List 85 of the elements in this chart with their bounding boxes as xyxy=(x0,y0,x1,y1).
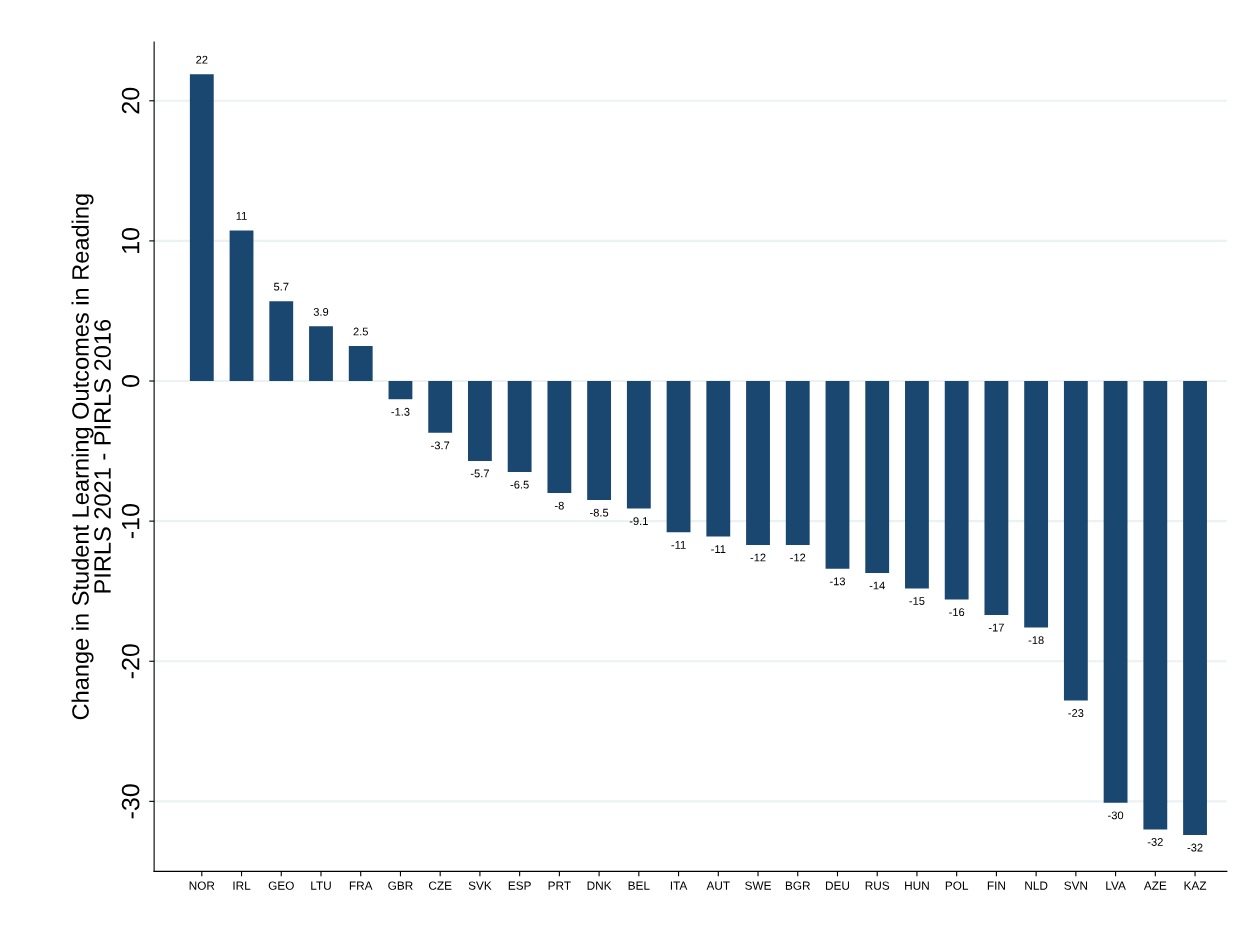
y-axis-title: Change in Student Learning Outcomes in Reading PIRLS 2021 - PIRLS 2016 xyxy=(71,194,111,720)
data-label: -18 xyxy=(1028,636,1044,645)
y-tick-label: -20 xyxy=(121,644,140,679)
bar xyxy=(626,381,651,509)
bar xyxy=(348,345,373,382)
data-label: -6.5 xyxy=(510,480,529,489)
data-label: -11 xyxy=(711,545,726,553)
y-tick-label: 0 xyxy=(121,375,140,387)
data-label: -32 xyxy=(1187,843,1203,852)
x-tick-label: LTU xyxy=(311,881,331,890)
data-label: -1.3 xyxy=(391,407,410,416)
data-label: 11 xyxy=(236,212,247,220)
data-label: -16 xyxy=(949,608,965,617)
x-tick-label: GBR xyxy=(388,881,413,890)
data-label: -17 xyxy=(988,623,1004,632)
x-tick-label: BGR xyxy=(785,881,810,890)
x-tick-label: IRL xyxy=(233,881,251,890)
y-tick-label: -30 xyxy=(121,784,140,819)
bar xyxy=(467,381,492,461)
bar xyxy=(666,381,691,533)
bar xyxy=(428,381,453,433)
bar xyxy=(944,381,969,600)
data-label: 5.7 xyxy=(273,282,289,291)
data-label: 22 xyxy=(196,55,208,64)
y-tick-label: 10 xyxy=(121,227,140,253)
data-label: -3.7 xyxy=(431,441,450,450)
data-label: -14 xyxy=(869,581,885,590)
bar xyxy=(1143,381,1168,830)
x-tick-label: FRA xyxy=(349,881,373,890)
x-tick-label: KAZ xyxy=(1184,881,1207,890)
data-label: 3.9 xyxy=(313,307,329,316)
data-label: -11 xyxy=(671,541,686,549)
x-tick-label: NOR xyxy=(189,881,215,890)
bar xyxy=(547,381,572,494)
bar xyxy=(865,381,890,573)
data-label: -5.7 xyxy=(470,469,489,478)
x-tick-label: DNK xyxy=(587,881,612,890)
x-tick-label: GEO xyxy=(268,881,294,890)
x-tick-label: POL xyxy=(945,881,969,890)
bar xyxy=(746,381,770,545)
bar xyxy=(825,381,850,569)
data-label: -12 xyxy=(790,553,806,562)
bar xyxy=(785,381,810,545)
x-tick-label: DEU xyxy=(825,881,850,890)
bar xyxy=(1103,381,1128,803)
bar xyxy=(229,230,254,382)
data-label: -8 xyxy=(554,501,564,510)
x-tick-label: SVK xyxy=(468,881,492,890)
y-tick-label: 20 xyxy=(121,87,140,114)
data-label: -15 xyxy=(909,597,925,605)
bar xyxy=(905,381,929,589)
bar xyxy=(1183,381,1207,835)
x-tick-label: HUN xyxy=(905,881,929,890)
data-label: -32 xyxy=(1147,838,1163,846)
bar xyxy=(587,381,612,501)
data-label: -30 xyxy=(1108,811,1124,820)
x-tick-label: PRT xyxy=(548,881,571,890)
bar xyxy=(507,381,532,473)
x-tick-label: RUS xyxy=(865,881,890,890)
x-tick-label: BEL xyxy=(628,881,650,890)
x-tick-label: ITA xyxy=(670,881,688,890)
bar xyxy=(1024,381,1049,628)
bar xyxy=(269,301,294,382)
data-label: -13 xyxy=(829,577,846,586)
x-tick-label: AUT xyxy=(706,881,730,890)
bar xyxy=(984,381,1009,616)
data-label: -23 xyxy=(1068,709,1084,717)
x-tick-label: CZE xyxy=(428,881,452,890)
bar xyxy=(309,326,333,382)
bar xyxy=(706,381,731,537)
x-tick-label: AZE xyxy=(1143,881,1167,890)
data-label: 2.5 xyxy=(353,327,368,336)
data-label: -12 xyxy=(750,553,766,562)
x-tick-label: SVN xyxy=(1064,881,1088,890)
bar xyxy=(388,381,413,400)
bar xyxy=(189,74,214,382)
x-tick-label: LVA xyxy=(1106,881,1126,890)
bar xyxy=(1063,381,1088,701)
x-tick-label: ESP xyxy=(508,881,531,890)
y-tick-label: -10 xyxy=(121,504,140,539)
data-label: -8.5 xyxy=(590,508,609,517)
data-label: -9.1 xyxy=(629,517,648,526)
x-tick-label: FIN xyxy=(987,881,1005,890)
x-tick-label: SWE xyxy=(745,881,771,890)
x-tick-label: NLD xyxy=(1025,881,1048,890)
